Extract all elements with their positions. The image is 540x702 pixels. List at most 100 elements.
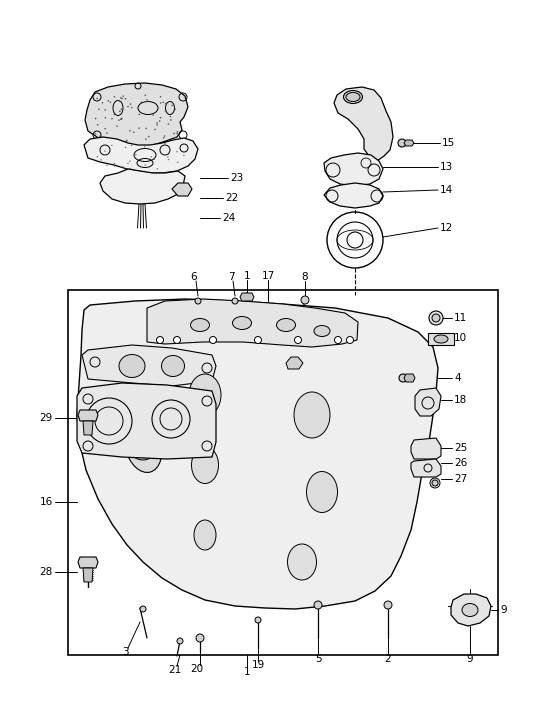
Circle shape bbox=[118, 119, 120, 121]
Polygon shape bbox=[451, 594, 491, 626]
Text: 15: 15 bbox=[442, 138, 455, 148]
Circle shape bbox=[232, 298, 238, 304]
Text: 21: 21 bbox=[168, 665, 181, 675]
Ellipse shape bbox=[307, 472, 338, 512]
Polygon shape bbox=[83, 568, 93, 582]
Circle shape bbox=[254, 336, 261, 343]
Circle shape bbox=[170, 116, 171, 117]
Text: 1: 1 bbox=[244, 667, 251, 677]
Circle shape bbox=[141, 102, 142, 103]
Polygon shape bbox=[147, 299, 358, 347]
Circle shape bbox=[168, 147, 170, 148]
Circle shape bbox=[119, 100, 120, 102]
Ellipse shape bbox=[233, 317, 252, 329]
Circle shape bbox=[146, 99, 148, 101]
Circle shape bbox=[120, 109, 122, 110]
Circle shape bbox=[165, 102, 166, 105]
Text: 12: 12 bbox=[440, 223, 453, 233]
Circle shape bbox=[125, 98, 126, 100]
Bar bbox=[68, 290, 498, 655]
Text: 10: 10 bbox=[454, 333, 467, 343]
Ellipse shape bbox=[276, 319, 295, 331]
Circle shape bbox=[160, 96, 161, 98]
Circle shape bbox=[165, 110, 166, 112]
Circle shape bbox=[301, 296, 309, 304]
Circle shape bbox=[173, 336, 180, 343]
Circle shape bbox=[111, 145, 112, 146]
Circle shape bbox=[120, 97, 122, 99]
Polygon shape bbox=[411, 438, 441, 459]
Text: 23: 23 bbox=[230, 173, 243, 183]
Circle shape bbox=[107, 100, 109, 102]
Circle shape bbox=[145, 138, 147, 140]
Circle shape bbox=[384, 601, 392, 609]
Circle shape bbox=[167, 157, 168, 158]
Circle shape bbox=[151, 156, 152, 157]
Circle shape bbox=[127, 106, 129, 107]
Circle shape bbox=[119, 110, 120, 112]
Polygon shape bbox=[415, 388, 441, 416]
Circle shape bbox=[432, 480, 438, 486]
Circle shape bbox=[177, 161, 178, 163]
Circle shape bbox=[170, 119, 172, 121]
Circle shape bbox=[139, 114, 140, 115]
Circle shape bbox=[135, 154, 137, 155]
Circle shape bbox=[164, 143, 166, 144]
Circle shape bbox=[164, 135, 165, 137]
Text: 5: 5 bbox=[315, 654, 321, 664]
Circle shape bbox=[176, 133, 178, 134]
Circle shape bbox=[429, 311, 443, 325]
Text: 16: 16 bbox=[40, 497, 53, 507]
Ellipse shape bbox=[194, 520, 216, 550]
Text: 9: 9 bbox=[467, 654, 474, 664]
Circle shape bbox=[97, 124, 98, 126]
Text: 25: 25 bbox=[454, 443, 467, 453]
Circle shape bbox=[398, 139, 406, 147]
Circle shape bbox=[160, 117, 161, 119]
Ellipse shape bbox=[294, 392, 330, 438]
Circle shape bbox=[140, 606, 146, 612]
Circle shape bbox=[195, 298, 201, 304]
Circle shape bbox=[152, 114, 154, 116]
Ellipse shape bbox=[161, 355, 185, 376]
Circle shape bbox=[163, 102, 164, 103]
Text: 9: 9 bbox=[500, 605, 507, 615]
Circle shape bbox=[196, 634, 204, 642]
Text: 1: 1 bbox=[244, 271, 251, 281]
Ellipse shape bbox=[314, 326, 330, 336]
Circle shape bbox=[157, 168, 158, 169]
Circle shape bbox=[140, 148, 141, 150]
Polygon shape bbox=[100, 169, 185, 204]
Ellipse shape bbox=[119, 355, 145, 378]
Circle shape bbox=[106, 132, 108, 134]
Circle shape bbox=[100, 142, 102, 143]
Ellipse shape bbox=[462, 604, 478, 616]
Text: 27: 27 bbox=[454, 474, 467, 484]
Text: 14: 14 bbox=[440, 185, 453, 195]
Text: 7: 7 bbox=[228, 272, 234, 282]
Bar bbox=[428, 333, 454, 345]
Circle shape bbox=[160, 102, 161, 104]
Circle shape bbox=[243, 293, 251, 301]
Polygon shape bbox=[334, 87, 393, 161]
Polygon shape bbox=[77, 299, 438, 609]
Circle shape bbox=[146, 100, 147, 102]
Polygon shape bbox=[286, 357, 303, 369]
Circle shape bbox=[255, 617, 261, 623]
Circle shape bbox=[177, 131, 178, 133]
Circle shape bbox=[114, 166, 115, 167]
Text: 2: 2 bbox=[384, 654, 391, 664]
Circle shape bbox=[153, 159, 155, 160]
Circle shape bbox=[97, 138, 99, 139]
Circle shape bbox=[129, 161, 131, 162]
Circle shape bbox=[160, 150, 161, 152]
Circle shape bbox=[171, 105, 173, 106]
Polygon shape bbox=[404, 140, 414, 146]
Circle shape bbox=[334, 336, 341, 343]
Circle shape bbox=[131, 107, 132, 108]
Polygon shape bbox=[83, 421, 93, 435]
Circle shape bbox=[114, 163, 115, 164]
Circle shape bbox=[100, 140, 102, 141]
Circle shape bbox=[399, 374, 407, 382]
Circle shape bbox=[122, 98, 123, 99]
